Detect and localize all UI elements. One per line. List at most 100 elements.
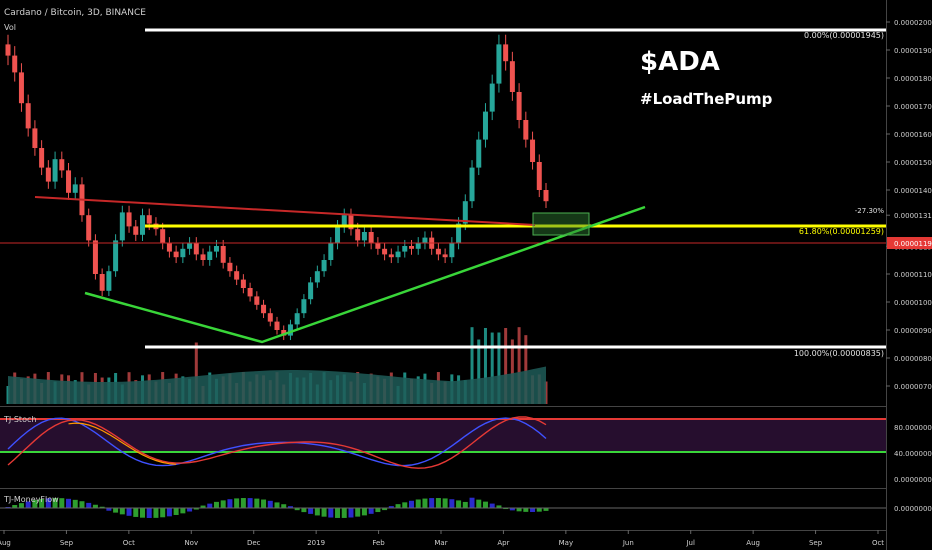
volume-bar xyxy=(510,339,514,404)
candle-bear xyxy=(234,271,240,280)
candle-bear xyxy=(240,279,246,288)
candle-bull xyxy=(341,215,347,227)
moneyflow-bar xyxy=(489,503,495,508)
candle-bear xyxy=(442,254,448,258)
volume-bar xyxy=(524,335,528,404)
candle-bear xyxy=(193,243,199,255)
moneyflow-bar xyxy=(227,499,233,508)
moneyflow-bar xyxy=(140,508,145,518)
candle-bear xyxy=(45,167,51,182)
candle-bear xyxy=(267,313,273,322)
red-trendline[interactable] xyxy=(34,196,536,226)
candle-bull xyxy=(140,215,145,235)
moneyflow-bar xyxy=(442,498,448,508)
time-tick-label: Apr xyxy=(497,539,509,547)
moneyflow-bar xyxy=(509,508,515,511)
candle-bull xyxy=(314,271,320,283)
moneyflow-bar xyxy=(429,498,435,508)
green-trendline[interactable] xyxy=(84,205,646,344)
candle-bear xyxy=(25,103,31,129)
stoch-tick-80: 80.00000000 xyxy=(894,424,932,432)
candle-bear xyxy=(160,229,166,244)
moneyflow-bar xyxy=(180,508,186,514)
stoch-band xyxy=(0,419,886,452)
candle-bear xyxy=(274,321,280,330)
candle-bear xyxy=(435,248,441,255)
candle-bull xyxy=(476,139,482,168)
pct-change-label: -27.30% xyxy=(855,207,885,215)
candle-bear xyxy=(220,246,226,263)
candle-bear xyxy=(523,120,529,140)
time-tick-label: Jul xyxy=(685,539,695,547)
time-tick-label: Aug xyxy=(746,539,760,547)
support-zone-box[interactable] xyxy=(532,212,590,236)
candle-bear xyxy=(503,44,509,62)
moneyflow-bar xyxy=(536,508,542,512)
moneyflow-bar xyxy=(382,508,388,511)
current-price-label: 0.00001199 xyxy=(894,240,932,248)
moneyflow-bar xyxy=(375,508,381,513)
moneyflow-bar xyxy=(32,500,38,508)
candle-bull xyxy=(482,111,488,140)
moneyflow-bar xyxy=(18,503,24,508)
moneyflow-bar xyxy=(294,508,300,511)
moneyflow-bar xyxy=(261,499,267,508)
volume-bar xyxy=(483,327,487,404)
moneyflow-bar xyxy=(503,508,509,510)
candle-bear xyxy=(375,243,381,249)
candle-bear xyxy=(530,139,536,162)
stoch-title: TJ-Stoch xyxy=(3,415,36,424)
moneyflow-bar xyxy=(220,500,226,508)
stoch-tick-40: 40.00000000 xyxy=(894,450,932,458)
moneyflow-bar xyxy=(368,508,374,514)
moneyflow-bar xyxy=(308,508,314,514)
ticker-annotation[interactable]: $ADA xyxy=(640,47,720,77)
candle-bull xyxy=(52,159,58,182)
candle-bear xyxy=(247,288,253,297)
candle-bull xyxy=(119,212,125,241)
moneyflow-bar xyxy=(348,508,354,518)
moneyflow-bar xyxy=(469,497,475,508)
candle-bull xyxy=(415,243,421,249)
candle-bull xyxy=(301,299,307,314)
candle-bull xyxy=(496,44,502,84)
current-price-tag xyxy=(887,237,932,249)
moneyflow-bar xyxy=(99,506,105,508)
time-tick-label: Feb xyxy=(372,539,385,547)
candle-bull xyxy=(308,282,314,300)
candle-bear xyxy=(509,61,515,92)
candle-bull xyxy=(106,271,112,291)
time-axis[interactable]: Aug Sep Oct Nov Dec 2019 Feb Mar Apr May Jun Jul Aug… xyxy=(0,530,884,547)
candle-bear xyxy=(543,190,549,202)
moneyflow-bar xyxy=(119,508,125,515)
symbol-title: Cardano / Bitcoin, 3D, BINANCE xyxy=(4,8,146,18)
stoch-panel[interactable]: TJ-Stoch 80.00000000 40.00000000 0.00000… xyxy=(0,415,932,484)
candle-bull xyxy=(72,184,78,193)
moneyflow-bar xyxy=(321,508,327,517)
moneyflow-bar xyxy=(79,501,85,508)
time-tick-label: Sep xyxy=(60,539,74,547)
time-tick-label: Sep xyxy=(809,539,823,547)
fib-label-top: 0.00%(0.00001945) xyxy=(804,31,884,40)
hashtag-annotation[interactable]: #LoadThePump xyxy=(640,90,773,108)
moneyflow-panel[interactable]: TJ-MoneyFlow 0.00000000 xyxy=(0,495,932,518)
volume-bar xyxy=(504,328,508,404)
moneyflow-bar xyxy=(530,508,536,512)
time-tick-label: Oct xyxy=(123,539,135,547)
moneyflow-bar xyxy=(516,508,522,512)
moneyflow-bar xyxy=(355,508,361,517)
moneyflow-title: TJ-MoneyFlow xyxy=(3,495,59,504)
candle-bear xyxy=(32,128,38,148)
candle-bull xyxy=(187,243,193,249)
moneyflow-bar xyxy=(173,508,179,515)
moneyflow-bar xyxy=(200,505,206,508)
candle-bear xyxy=(66,170,72,193)
